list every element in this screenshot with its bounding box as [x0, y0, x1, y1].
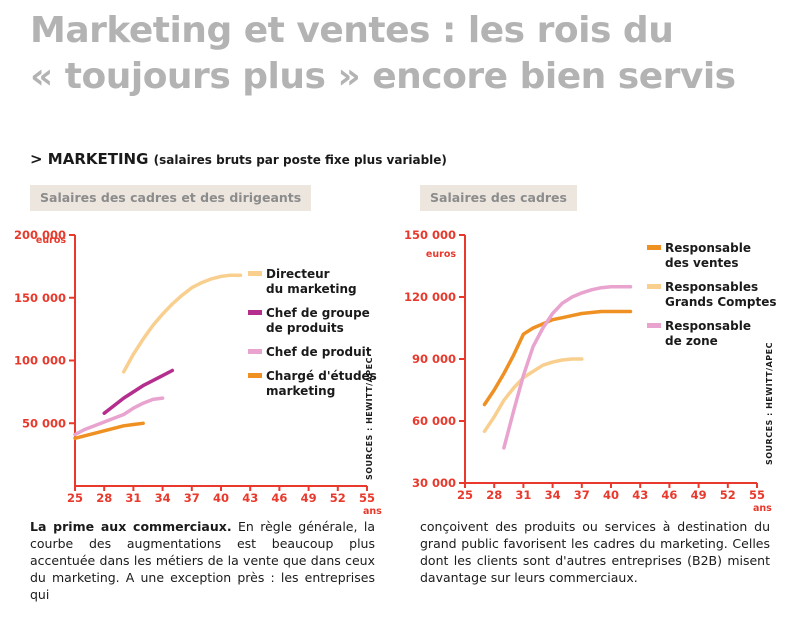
x-tick-label: 40	[603, 488, 619, 502]
legend-label: Responsable	[665, 319, 751, 333]
legend-label: Chef de produit	[266, 345, 372, 359]
series-line	[73, 396, 165, 437]
x-tick-label: 34	[155, 491, 171, 505]
series-line	[121, 273, 243, 374]
x-tick-label: 25	[457, 488, 473, 502]
y-tick-label: 150 000	[404, 228, 456, 242]
x-tick-label: 52	[330, 491, 346, 505]
source-note: SOURCES : HEWITT/APEC	[765, 342, 774, 465]
legend-swatch	[248, 373, 262, 378]
series-line	[482, 309, 633, 407]
x-tick-label: 43	[242, 491, 258, 505]
x-tick-label: 25	[67, 491, 83, 505]
y-tick-label: 30 000	[412, 476, 456, 490]
series-line	[482, 357, 584, 434]
legend-label: marketing	[266, 384, 335, 398]
legend-label: de zone	[665, 334, 718, 348]
legend-label: Directeur	[266, 267, 330, 281]
legend-label: Chef de groupe	[266, 306, 370, 320]
legend-swatch	[647, 245, 661, 250]
body-left-text: En règle générale, la courbe des augment…	[30, 519, 375, 602]
headline-line-1: Marketing et ventes : les rois du	[30, 10, 674, 51]
x-tick-label: 40	[213, 491, 229, 505]
legend-label: de produits	[266, 321, 344, 335]
y-tick-label: 50 000	[22, 416, 66, 430]
y-tick-label: 150 000	[14, 291, 66, 305]
x-tick-label: 31	[515, 488, 531, 502]
x-tick-label: 37	[574, 488, 590, 502]
legend-swatch	[248, 271, 262, 276]
x-axis-label: ans	[363, 506, 382, 517]
legend-swatch	[647, 284, 661, 289]
section-subtitle: (salaires bruts par poste fixe plus vari…	[153, 153, 447, 167]
legend-label: du marketing	[266, 282, 357, 296]
x-tick-label: 37	[184, 491, 200, 505]
legend-label: des ventes	[665, 256, 739, 270]
x-tick-label: 46	[271, 491, 287, 505]
y-tick-label: 100 000	[14, 354, 66, 368]
y-tick-label: 90 000	[412, 352, 456, 366]
x-tick-label: 31	[125, 491, 141, 505]
headline: Marketing et ventes : les rois du « touj…	[30, 8, 790, 100]
y-axis-label: euros	[426, 249, 456, 260]
legend-label: Responsable	[665, 241, 751, 255]
section-title: > MARKETING	[30, 150, 149, 168]
x-tick-label: 34	[545, 488, 561, 502]
panel-title-right: Salaires des cadres	[420, 185, 577, 211]
legend-label: Responsables	[665, 280, 758, 294]
x-tick-label: 55	[359, 491, 375, 505]
y-tick-label: 200 000	[14, 228, 66, 242]
series-line	[73, 421, 145, 441]
x-tick-label: 28	[486, 488, 502, 502]
x-tick-label: 43	[632, 488, 648, 502]
y-axis-label: euros	[36, 235, 66, 246]
legend-swatch	[248, 310, 262, 315]
body-left: La prime aux commerciaux. En règle génér…	[30, 518, 375, 603]
y-tick-label: 60 000	[412, 414, 456, 428]
series-line	[102, 368, 175, 415]
legend-label: Grands Comptes	[665, 295, 776, 309]
body-left-lead: La prime aux commerciaux.	[30, 519, 232, 534]
headline-line-2: « toujours plus » encore bien servis	[30, 56, 736, 97]
x-axis-label: ans	[753, 503, 772, 514]
legend-swatch	[248, 349, 262, 354]
legend-swatch	[647, 323, 661, 328]
x-tick-label: 55	[749, 488, 765, 502]
legend-label: Chargé d'études	[266, 369, 377, 383]
source-note: SOURCES : HEWITT/APEC	[365, 357, 374, 480]
x-tick-label: 49	[691, 488, 707, 502]
x-tick-label: 49	[301, 491, 317, 505]
panel-title-left: Salaires des cadres et des dirigeants	[30, 185, 312, 211]
x-tick-label: 46	[661, 488, 677, 502]
x-tick-label: 28	[96, 491, 112, 505]
section-heading: > MARKETING (salaires bruts par poste fi…	[30, 150, 447, 168]
body-right: conçoivent des produits ou services à de…	[420, 519, 770, 585]
x-tick-label: 52	[720, 488, 736, 502]
series-line	[502, 284, 633, 450]
y-tick-label: 120 000	[404, 290, 456, 304]
